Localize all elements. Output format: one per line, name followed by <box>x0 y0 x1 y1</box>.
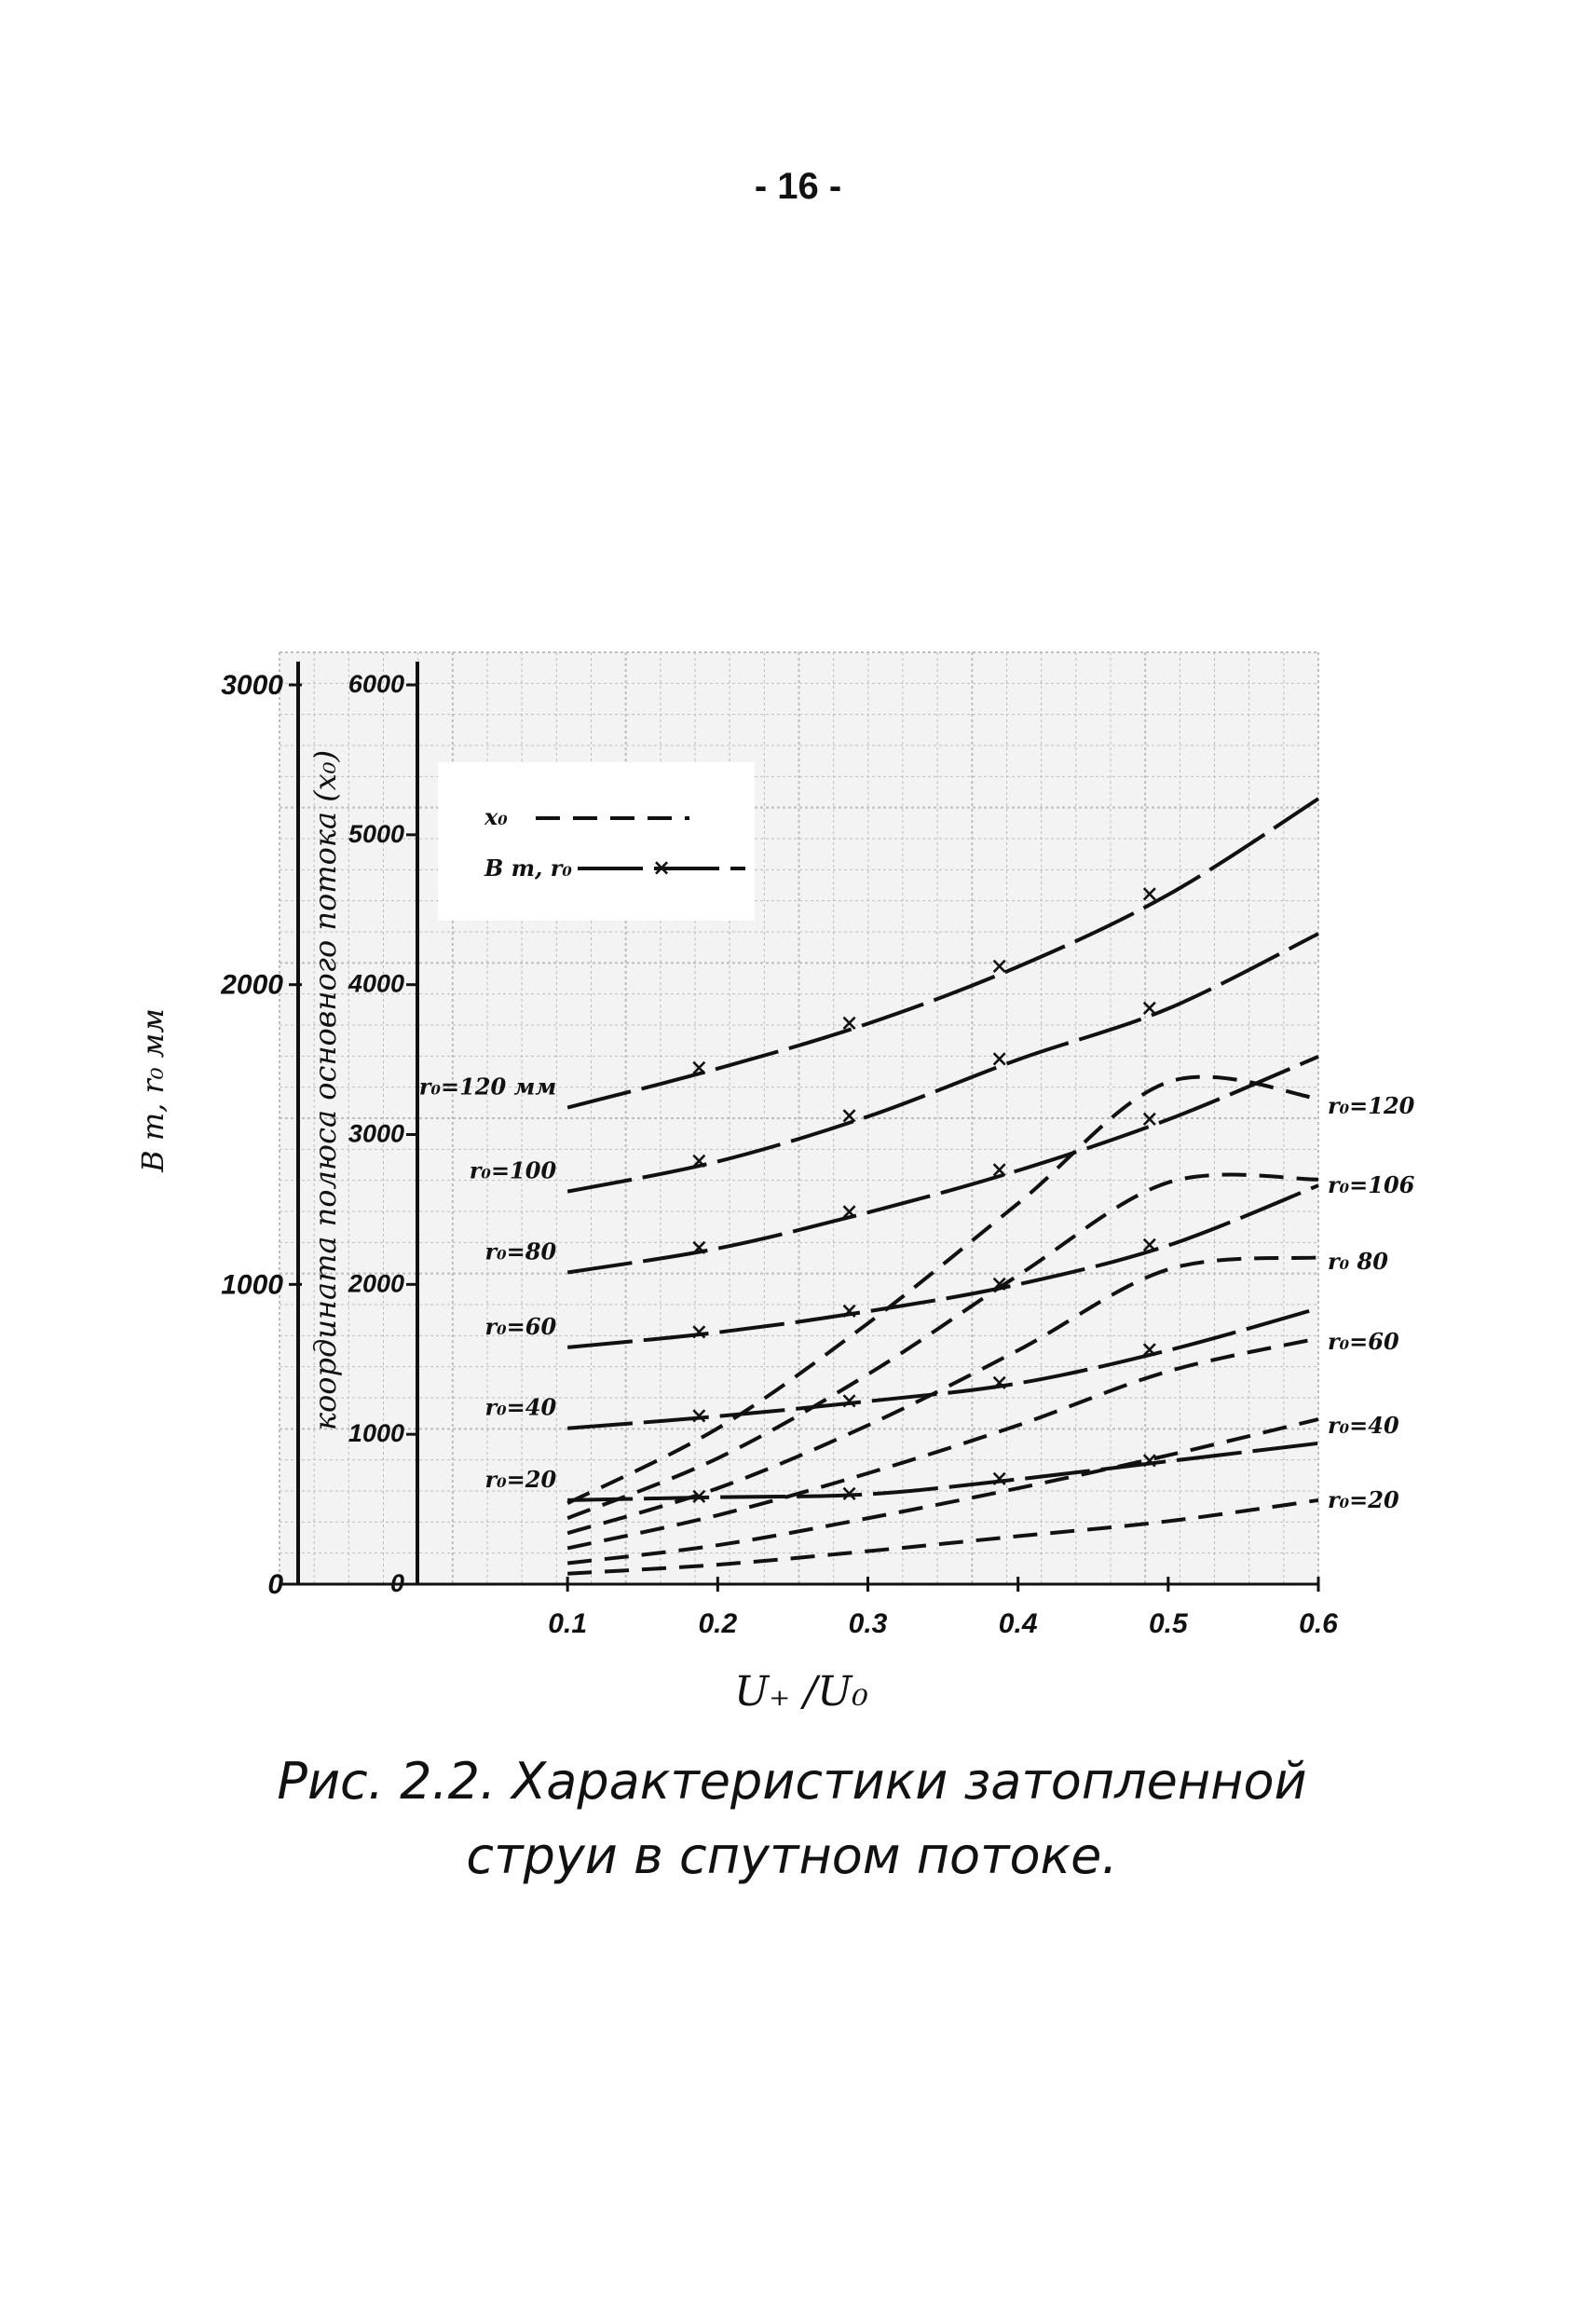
series-b-label: r₀=120 мм <box>419 1073 556 1101</box>
series-b-line <box>566 932 1319 1194</box>
legend-box <box>438 762 755 921</box>
series-b-line <box>566 1183 1319 1349</box>
x-tick-label: 0.3 <box>849 1608 888 1639</box>
y-right-tick-label: 0 <box>390 1569 404 1597</box>
series-b-marker: × <box>839 1008 858 1035</box>
series-b-marker: × <box>689 1146 708 1173</box>
y-right-tick-label: 3000 <box>348 1120 404 1148</box>
y-left-tick-label: 1000 <box>221 1269 283 1300</box>
series-b-marker: × <box>990 1156 1009 1183</box>
series-b-marker: × <box>839 1296 858 1323</box>
chart-axes: 0.1 0.2 0.3 0.4 0.5 0.6 0 1000 2000 3000 0 1000 2000… <box>220 662 1338 1639</box>
caption-line-1: Рис. 2.2. Характеристики затопленной <box>277 1752 1307 1811</box>
series-b-marker: × <box>990 1464 1009 1491</box>
series-b-label: r₀=80 <box>484 1238 556 1265</box>
x-axis-title: U₊ /U₀ <box>734 1668 868 1716</box>
series-b-label: r₀=60 <box>484 1313 556 1340</box>
legend-label-x0: x₀ <box>484 803 508 830</box>
y-left-tick-label: 0 <box>267 1569 283 1600</box>
series-x0-label: r₀=60 <box>1328 1328 1399 1355</box>
x-tick-label: 0.2 <box>698 1608 737 1639</box>
page-number: - 16 - <box>754 166 842 207</box>
series-b-marker: × <box>689 1054 708 1081</box>
chart-grid <box>279 651 1319 1585</box>
legend: x₀ B m, r₀ × <box>438 762 755 921</box>
series-b-group: × × × × × × × × × × × × × × × × × × × × × × × × <box>566 797 1320 1510</box>
series-b-marker: × <box>839 1480 858 1507</box>
series-x0-label: r₀=40 <box>1328 1412 1399 1439</box>
series-b-marker: × <box>1140 880 1159 907</box>
series-b-marker: × <box>1140 1104 1159 1131</box>
series-x0-line <box>566 1074 1319 1505</box>
series-x0-line <box>566 1417 1319 1566</box>
series-b-line <box>566 797 1320 1110</box>
series-b-marker: × <box>839 1387 858 1414</box>
y-right-tick-label: 4000 <box>348 970 404 998</box>
series-b-marker: × <box>1140 1231 1159 1258</box>
y-left-tick-label: 2000 <box>220 970 283 1001</box>
series-x0-label: r₀ 80 <box>1328 1248 1388 1275</box>
series-b-marker: × <box>1140 1335 1159 1362</box>
x-tick-label: 0.4 <box>999 1608 1038 1639</box>
series-b-label: r₀=100 <box>470 1157 557 1184</box>
series-b-marker: × <box>689 1318 708 1345</box>
x-tick-label: 0.1 <box>548 1608 587 1639</box>
series-x0-label: r₀=106 <box>1328 1171 1415 1198</box>
y-right-tick-label: 2000 <box>348 1269 404 1297</box>
series-b-label: r₀=40 <box>484 1394 556 1421</box>
series-x0-label: r₀=20 <box>1328 1486 1399 1513</box>
series-x0-line <box>567 1497 1319 1576</box>
y-left-tick-label: 3000 <box>221 670 283 701</box>
series-b-marker: × <box>1140 993 1159 1020</box>
series-x0-line <box>566 1172 1319 1521</box>
legend-marker-b: × <box>652 854 671 881</box>
series-x0-line <box>566 1255 1319 1536</box>
series-b-marker: × <box>990 1045 1009 1072</box>
series-labels: r₀=120 мм r₀=100 r₀=80 r₀=60 r₀=40 r₀=20 r₀=12… <box>419 1073 1415 1513</box>
series-x0-group <box>566 1074 1319 1576</box>
series-b-marker: × <box>839 1101 858 1128</box>
y-axis-left-title: B m, r₀ мм <box>135 1008 171 1173</box>
series-b-line <box>566 1055 1319 1275</box>
series-x0-line <box>566 1336 1319 1551</box>
series-b-marker: × <box>839 1197 858 1224</box>
series-b-marker: × <box>1140 1446 1159 1473</box>
series-b-marker: × <box>689 1234 708 1261</box>
series-b-line <box>567 1441 1319 1502</box>
series-b-label: r₀=20 <box>484 1466 556 1493</box>
series-b-marker: × <box>689 1483 708 1510</box>
y-right-tick-label: 1000 <box>348 1419 404 1447</box>
y-axis-right-title: координата полюса основного потока (x₀) <box>307 750 343 1430</box>
y-right-tick-label: 5000 <box>348 820 404 848</box>
series-b-marker: × <box>689 1402 708 1429</box>
caption-line-2: струи в спутном потоке. <box>466 1826 1118 1885</box>
x-tick-label: 0.6 <box>1299 1608 1338 1639</box>
series-b-line <box>567 1306 1319 1430</box>
series-b-marker: × <box>990 1368 1009 1395</box>
x-tick-label: 0.5 <box>1149 1608 1189 1639</box>
series-b-marker: × <box>990 951 1009 978</box>
series-x0-label: r₀=120 <box>1328 1092 1415 1119</box>
y-right-tick-label: 6000 <box>348 670 404 698</box>
legend-label-b: B m, r₀ <box>484 855 572 882</box>
